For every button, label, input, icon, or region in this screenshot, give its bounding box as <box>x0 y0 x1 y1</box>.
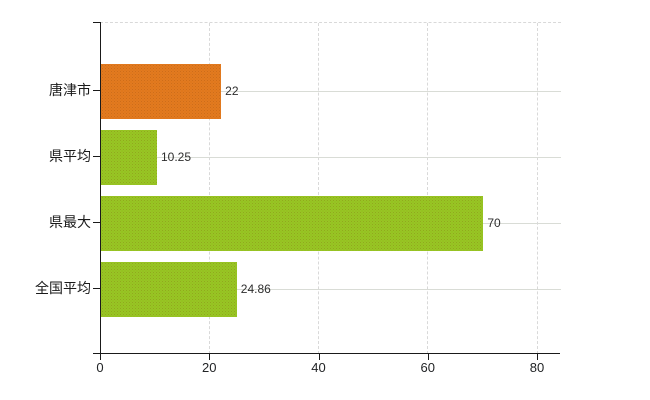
x-tick-mark <box>427 354 429 360</box>
x-tick-mark <box>209 354 211 360</box>
category-label: 唐津市 <box>49 82 91 98</box>
x-tick-label: 0 <box>96 360 104 375</box>
bar-1 <box>101 129 157 185</box>
y-tick-mark <box>93 288 100 289</box>
category-label: 全国平均 <box>35 280 91 296</box>
value-label: 22 <box>225 84 239 98</box>
x-tick-label: 80 <box>529 360 545 375</box>
x-tick-label: 20 <box>202 360 217 375</box>
y-axis-line <box>100 22 101 358</box>
category-label: 県最大 <box>49 214 91 230</box>
category-label: 県平均 <box>49 148 91 164</box>
x-axis-line <box>93 353 560 354</box>
plot-area: 22 10.25 70 24.86 <box>100 22 561 354</box>
gridline-vertical <box>208 23 210 354</box>
x-tick-mark <box>537 354 538 360</box>
y-tick-mark <box>93 22 100 23</box>
gridline-horizontal <box>100 288 561 290</box>
x-tick-mark <box>318 354 320 360</box>
value-label: 10.25 <box>160 150 192 164</box>
y-tick-mark <box>93 222 100 223</box>
bar-0 <box>101 63 222 119</box>
value-label: 70 <box>487 216 501 230</box>
x-tick-mark <box>100 354 101 360</box>
bar-2 <box>101 195 484 251</box>
gridline-horizontal <box>100 90 561 92</box>
x-tick-label: 60 <box>420 360 435 375</box>
value-label: 24.86 <box>240 282 271 296</box>
x-tick-label: 40 <box>311 360 326 375</box>
gridline-vertical <box>427 23 429 354</box>
y-tick-mark <box>93 90 100 91</box>
gridline-vertical <box>536 23 538 354</box>
bar-3 <box>101 261 237 317</box>
gridline-vertical <box>318 23 319 354</box>
y-tick-mark <box>93 156 100 157</box>
gridline-horizontal <box>100 156 561 158</box>
